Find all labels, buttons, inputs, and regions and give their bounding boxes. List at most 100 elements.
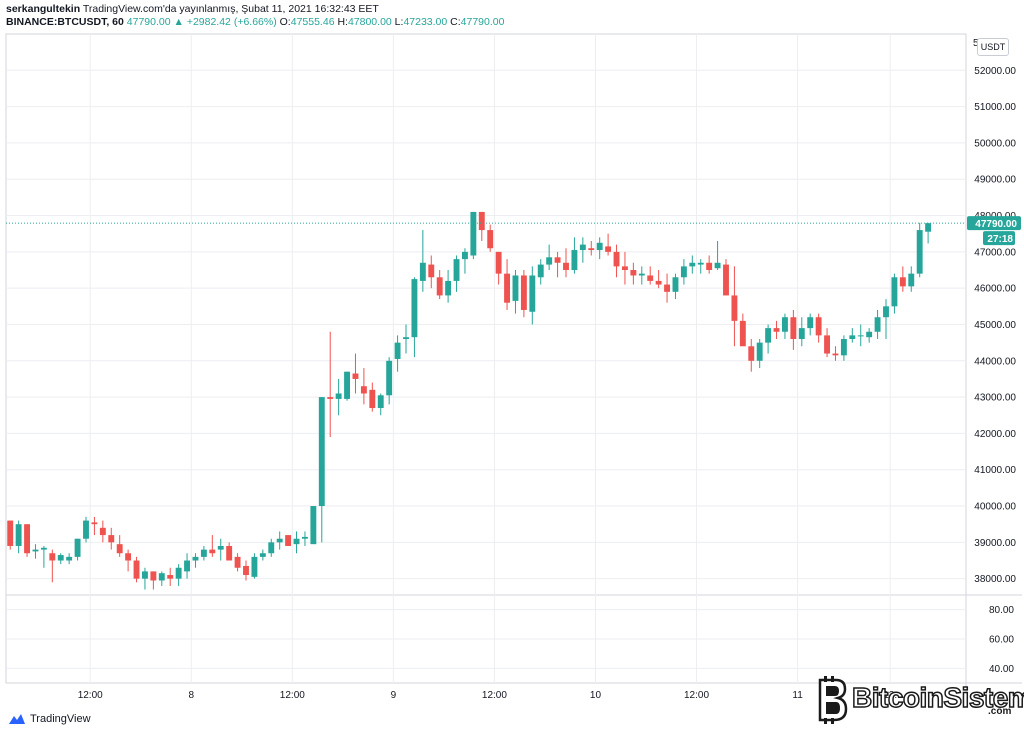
- y-tick-label: 46000.00: [974, 284, 1016, 295]
- candle-body: [462, 251, 468, 260]
- last-price-tag: [967, 216, 1021, 231]
- candle-body: [40, 547, 47, 550]
- candle-body: [739, 320, 746, 347]
- candle-body: [706, 262, 713, 271]
- candle-body: [125, 553, 132, 561]
- change-arrow-icon: ▲: [173, 16, 184, 28]
- x-tick-label: 9: [391, 690, 397, 701]
- candle-body: [664, 284, 670, 292]
- candle-body: [453, 259, 460, 281]
- candle-body: [773, 328, 780, 332]
- candle-body: [613, 251, 620, 267]
- candle-body: [285, 535, 292, 546]
- x-tick-label: 12:00: [482, 690, 507, 701]
- y-tick-label: 38000.00: [974, 574, 1016, 585]
- candle-body: [563, 262, 569, 271]
- candle-body: [386, 360, 393, 396]
- indicator-y-tick-label: 40.00: [989, 664, 1014, 675]
- tradingview-brand: TradingView: [30, 713, 91, 725]
- currency-badge[interactable]: USDT: [977, 38, 1009, 56]
- y-tick-label: 42000.00: [974, 429, 1016, 440]
- candle-body: [883, 306, 889, 318]
- candle-body: [142, 571, 148, 579]
- candle-body: [436, 277, 443, 296]
- candle-body: [495, 251, 502, 274]
- candle-body: [487, 230, 494, 249]
- candle-body: [234, 556, 241, 568]
- candle-body: [782, 317, 788, 332]
- candle-body: [209, 549, 216, 554]
- high-label: H:: [337, 16, 348, 28]
- candle-body: [748, 346, 755, 361]
- candle-body: [520, 275, 527, 310]
- candle-body: [512, 275, 519, 301]
- candle-body: [478, 211, 485, 231]
- candle-body: [251, 556, 258, 577]
- candle-body: [335, 393, 342, 399]
- candle-body: [327, 397, 334, 399]
- watermark-suffix: .com: [988, 706, 1012, 717]
- watermark: BitcoinSistemi .com: [812, 676, 1024, 726]
- candle-body: [647, 275, 654, 281]
- y-tick-label: 51000.00: [974, 102, 1016, 113]
- candle-body: [731, 295, 738, 321]
- candle-body: [217, 545, 224, 550]
- publish-info: TradingView.com'da yayınlanmış, Şubat 11…: [82, 3, 379, 15]
- candle-body: [91, 522, 98, 525]
- candle-body: [554, 257, 561, 263]
- candle-body: [133, 560, 140, 579]
- candle-body: [815, 317, 822, 336]
- candle-body: [49, 553, 56, 561]
- symbol-label[interactable]: BINANCE:BTCUSDT, 60: [6, 16, 124, 28]
- tradingview-footer[interactable]: TradingView: [8, 713, 91, 725]
- candle-body: [175, 567, 182, 579]
- candle-body: [293, 538, 300, 545]
- candle-body: [403, 337, 409, 340]
- author-name[interactable]: serkangultekin: [6, 3, 81, 15]
- tradingview-logo-icon: [9, 714, 25, 724]
- candle-body: [832, 353, 839, 356]
- candle-body: [866, 331, 873, 338]
- candle-body: [445, 280, 452, 296]
- candle-body: [158, 573, 165, 581]
- x-tick-label: 12:00: [78, 690, 103, 701]
- watermark-text: BitcoinSistemi: [851, 681, 1024, 714]
- candle-body: [571, 250, 578, 271]
- y-tick-label: 45000.00: [974, 320, 1016, 331]
- candle-body: [419, 262, 426, 281]
- y-tick-label: 52000.00: [974, 66, 1016, 77]
- change-value: +2982.42 (+6.66%): [186, 16, 277, 28]
- x-tick-label: 8: [188, 690, 194, 701]
- candle-body: [840, 339, 847, 356]
- x-tick-label: 12:: [883, 690, 897, 701]
- open-value: 47555.46: [290, 16, 335, 28]
- y-tick-label: 44000.00: [974, 356, 1016, 367]
- indicator-y-tick-label: 80.00: [989, 605, 1014, 616]
- indicator-y-tick-label: 60.00: [989, 635, 1014, 646]
- y-tick-label: 50000.00: [974, 138, 1016, 149]
- candle-body: [504, 273, 510, 303]
- open-label: O:: [279, 16, 291, 28]
- candle-body: [24, 524, 30, 554]
- candle-body: [268, 542, 275, 554]
- y-tick-label-partial: 5: [973, 38, 979, 49]
- y-tick-label: 40000.00: [974, 502, 1016, 513]
- candle-body: [689, 262, 696, 267]
- candle-body: [765, 328, 772, 343]
- candle-body: [310, 506, 317, 545]
- candle-body: [470, 211, 477, 256]
- candle-body: [7, 520, 14, 546]
- candle-body: [57, 555, 64, 561]
- candle-body: [596, 242, 603, 251]
- candle-body: [150, 571, 157, 581]
- candle-body: [360, 386, 367, 394]
- candle-body: [697, 262, 704, 265]
- candle-body: [857, 335, 864, 337]
- candle-body: [605, 246, 612, 252]
- candle-body: [638, 273, 645, 276]
- plot-frame: [5, 33, 967, 684]
- candle-body: [66, 556, 73, 561]
- candle-body: [352, 373, 359, 379]
- candle-body: [891, 277, 898, 307]
